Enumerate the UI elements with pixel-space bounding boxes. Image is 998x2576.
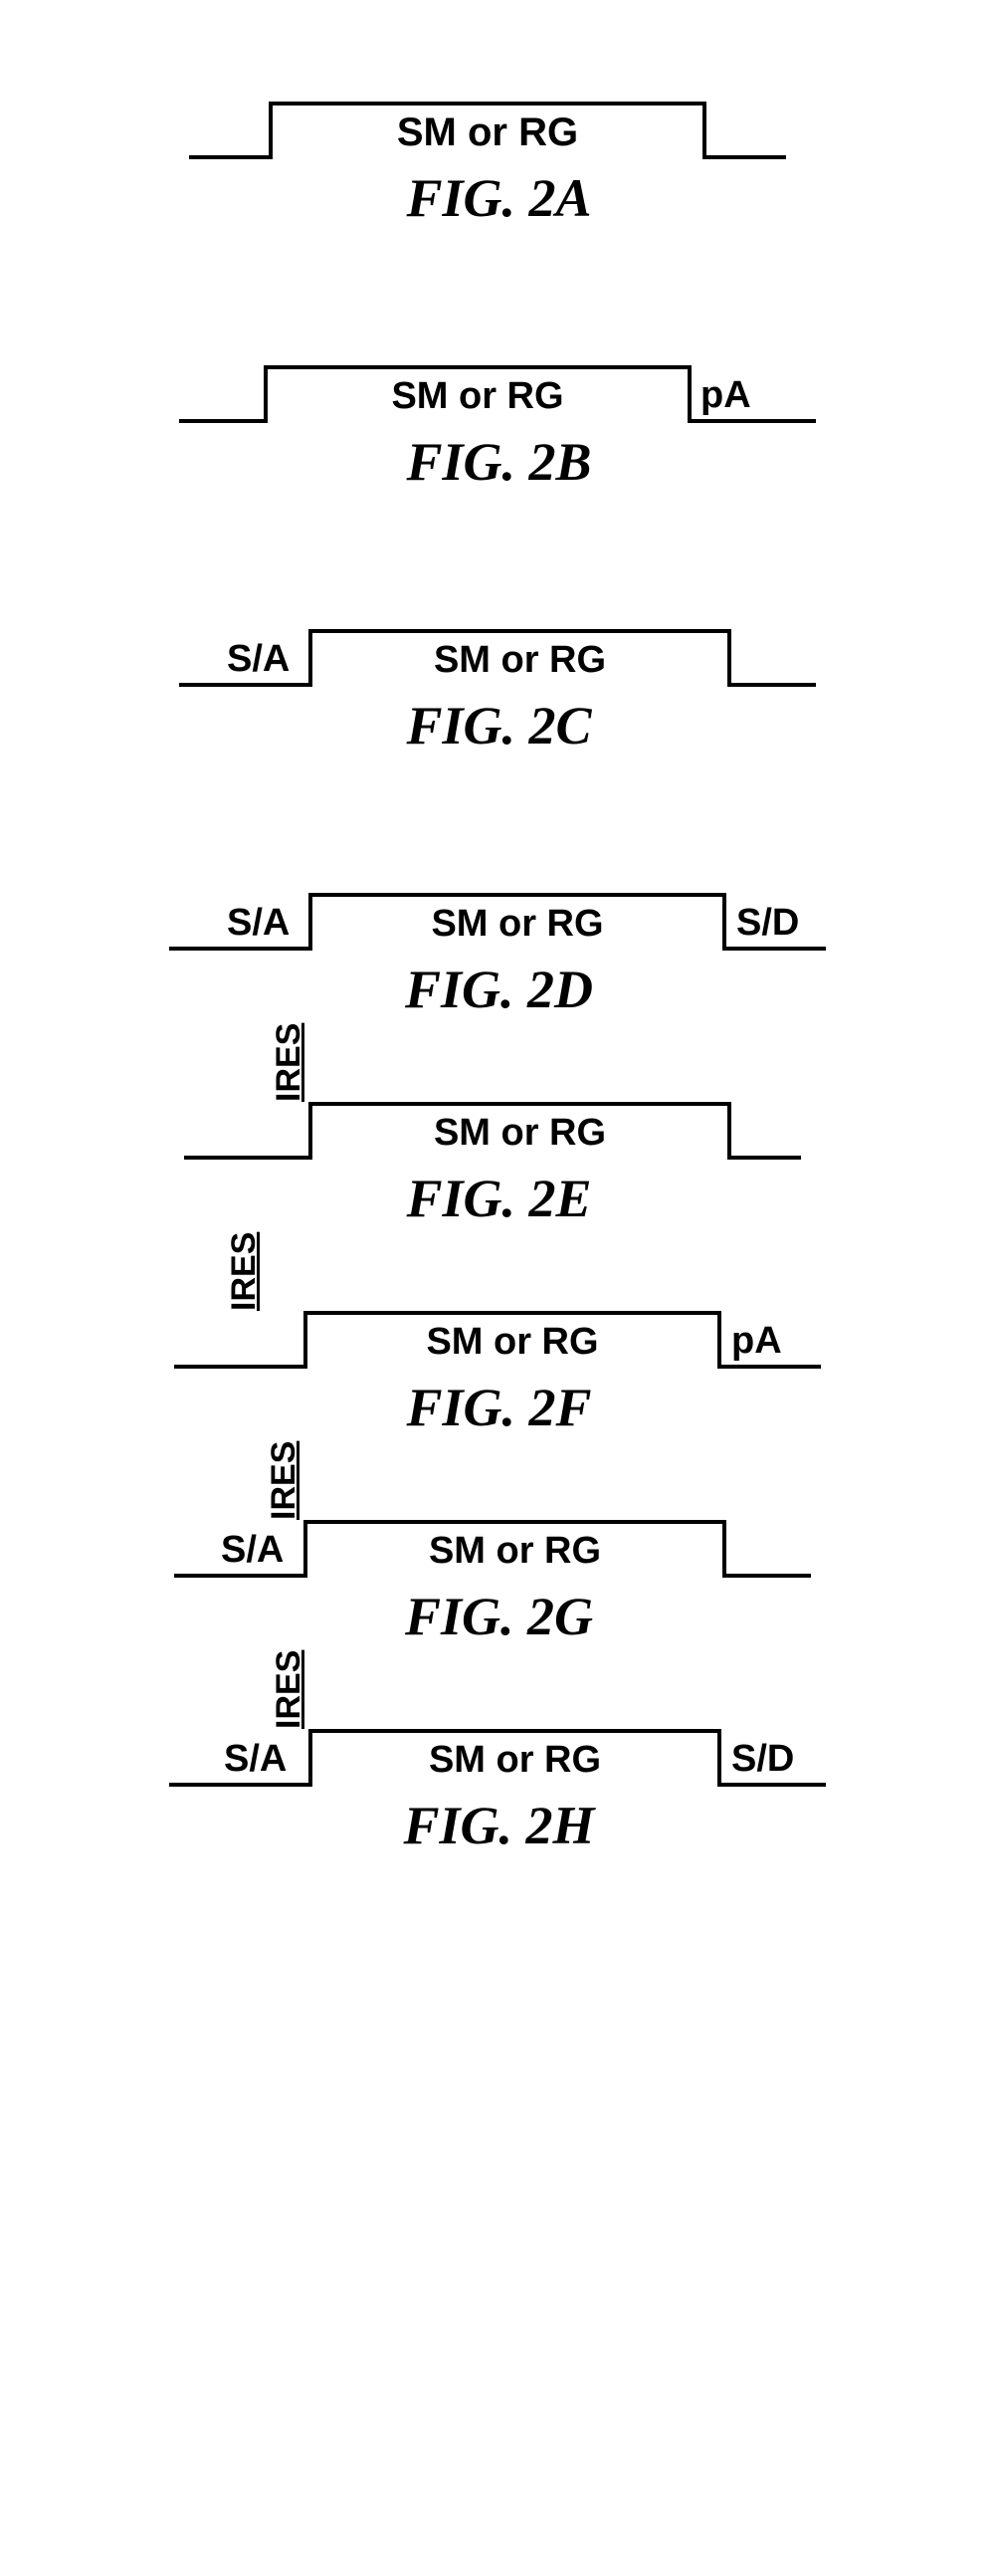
figure-b: SM or RGpA FIG. 2B [0,323,998,493]
gene-box: SM or RG [303,1520,726,1578]
right-label: S/D [731,1738,794,1781]
diagram-row: SM or RG S/A [0,587,998,687]
baseline-right [692,419,816,423]
gene-box: SM or RG [303,1311,721,1369]
ires-label: IRES [267,1441,300,1520]
ires-label: IRES [272,1023,305,1102]
baseline-left [184,1156,308,1160]
left-label: S/A [227,902,290,945]
gene-box: SM or RG [269,102,706,159]
figure-e: SM or RGIRES FIG. 2E [0,1060,998,1229]
figure-c: SM or RG S/A FIG. 2C [0,587,998,756]
ires-label: IRES [272,1650,305,1729]
baseline-right [721,1783,826,1787]
ires-label: IRES [227,1232,261,1311]
baseline-right [706,155,786,159]
baseline-right [726,1574,811,1578]
gene-box: SM or RG [308,1729,721,1787]
baseline-right [721,1365,821,1369]
figure-caption: FIG. 2G [0,1586,998,1647]
right-label: S/D [736,902,799,945]
right-label: pA [700,374,751,417]
baseline-left [169,947,308,951]
figure-caption: FIG. 2D [0,959,998,1020]
left-label: S/A [224,1738,287,1781]
left-label: S/A [227,638,290,681]
diagram-row: SM or RGIRES [0,1060,998,1160]
baseline-left [179,683,308,687]
baseline-right [731,1156,801,1160]
figure-caption: FIG. 2B [0,431,998,493]
figure-caption: FIG. 2H [0,1795,998,1856]
baseline-left [174,1574,303,1578]
baseline-left [174,1365,303,1369]
diagram-row: SM or RGIRESS/A [0,1478,998,1578]
figure-f: SM or RGIRESpA FIG. 2F [0,1269,998,1438]
baseline-right [731,683,816,687]
right-label: pA [731,1320,782,1363]
baseline-left [189,155,269,159]
gene-box: SM or RG [264,365,692,423]
figure-d: SM or RG S/A S/D FIG. 2D [0,851,998,1020]
figure-a: SM or RG FIG. 2A [0,60,998,229]
diagram-row: SM or RGIRESS/AS/D [0,1687,998,1787]
figure-caption: FIG. 2F [0,1377,998,1438]
baseline-left [169,1783,308,1787]
left-label: S/A [221,1529,284,1572]
diagram-row: SM or RG [0,60,998,159]
figure-caption: FIG. 2E [0,1168,998,1229]
gene-box: SM or RG [308,629,731,687]
baseline-left [179,419,264,423]
figure-caption: FIG. 2C [0,695,998,756]
gene-box: SM or RG [308,893,726,951]
figure-g: SM or RGIRESS/A FIG. 2G [0,1478,998,1647]
gene-box: SM or RG [308,1102,731,1160]
diagram-row: SM or RG S/A S/D [0,851,998,951]
figure-h: SM or RGIRESS/AS/DFIG. 2H [0,1687,998,1856]
diagram-row: SM or RGpA [0,323,998,423]
figure-caption: FIG. 2A [0,167,998,229]
diagram-row: SM or RGIRESpA [0,1269,998,1369]
baseline-right [726,947,826,951]
